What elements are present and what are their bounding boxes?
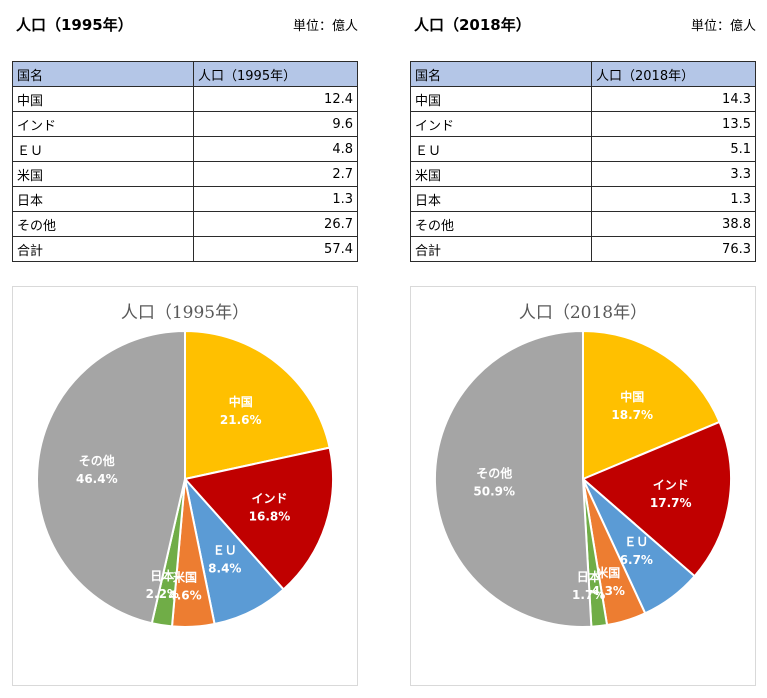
table-row: 合計 57.4 [12,236,358,262]
unit-label: 単位：億人 [690,19,756,34]
value-cell: 9.6 [193,111,358,137]
pie-slice-china [582,329,721,481]
chart-title: 人口（2018年） [519,303,647,323]
country-cell: 合計 [12,236,194,262]
value-cell: 4.8 [193,136,358,162]
data-label-category: インド [653,478,689,492]
country-cell: 米国 [12,161,194,187]
table-row: その他 38.8 [410,211,756,237]
data-label-percent: 1.7% [572,588,605,602]
data-label-percent: 46.4% [76,472,118,486]
table-row: 米国 3.3 [410,161,756,187]
country-cell: 米国 [410,161,592,187]
value-cell: 26.7 [193,211,358,237]
value-cell: 76.3 [591,236,756,262]
section-header: 人口（2018年） 単位：億人 [410,14,756,34]
data-label-category: ＥＵ [213,543,237,557]
population-table-1995: 国名 人口（1995年） 中国 12.4 インド 9.6 ＥＵ 4.8 米国 2.7 日… [12,61,358,262]
data-label-category: 米国 [173,569,197,584]
data-label-percent: 17.7% [650,496,692,510]
unit-label: 単位：億人 [292,19,358,34]
column-header-population: 人口（2018年） [591,61,756,87]
section-title: 人口（1995年） [16,16,133,34]
data-label-percent: 21.6% [220,413,262,427]
chart-title: 人口（1995年） [121,303,249,323]
data-label-category: 日本 [577,569,601,584]
value-cell: 5.1 [591,136,756,162]
country-cell: 合計 [410,236,592,262]
country-cell: インド [12,111,194,137]
table-row: その他 26.7 [12,211,358,237]
country-cell: その他 [12,211,194,237]
value-cell: 13.5 [591,111,756,137]
table-row: 日本 1.3 [410,186,756,212]
data-label-category: 米国 [596,565,620,580]
value-cell: 2.7 [193,161,358,187]
value-cell: 38.8 [591,211,756,237]
country-cell: ＥＵ [410,136,592,162]
data-label-percent: 4.6% [168,588,201,602]
value-cell: 1.3 [591,186,756,212]
country-cell: インド [410,111,592,137]
table-row: 中国 14.3 [410,86,756,112]
column-header-country: 国名 [410,61,592,87]
country-cell: 中国 [12,86,194,112]
pie-chart-svg: 人口（1995年） 中国 21.6% インド 16.8% ＥＵ 8.4% 米国 4.6% 日本 2… [36,303,334,628]
value-cell: 57.4 [193,236,358,262]
data-label-percent: 2.2% [146,587,179,601]
value-cell: 14.3 [591,86,756,112]
table-row: インド 13.5 [410,111,756,137]
table-row: ＥＵ 4.8 [12,136,358,162]
pie-slice-china [184,329,331,481]
data-label-percent: 4.3% [592,584,625,598]
column-header-population: 人口（1995年） [193,61,358,87]
data-label-percent: 18.7% [611,408,653,422]
pie-chart-svg: 人口（2018年） 中国 18.7% インド 17.7% ＥＵ 6.7%米国 4.3%日本 1… [433,303,733,628]
country-cell: 日本 [410,186,592,212]
data-label-percent: 8.4% [208,561,241,575]
data-label-percent: 50.9% [473,485,515,499]
section-header: 人口（1995年） 単位：億人 [12,14,358,34]
pie-slice-other [433,329,593,628]
data-label-percent: 6.7% [620,553,653,567]
population-table-2018: 国名 人口（2018年） 中国 14.3 インド 13.5 ＥＵ 5.1 米国 3.3 … [410,61,756,262]
data-label-percent: 16.8% [249,509,291,523]
data-label-category: その他 [476,466,512,481]
value-cell: 3.3 [591,161,756,187]
table-row: インド 9.6 [12,111,358,137]
table-header-row: 国名 人口（1995年） [12,61,358,87]
pie-slice-india [581,420,733,578]
country-cell: ＥＵ [12,136,194,162]
table-row: 日本 1.3 [12,186,358,212]
value-cell: 12.4 [193,86,358,112]
pie-chart-1995: 人口（1995年） 中国 21.6% インド 16.8% ＥＵ 8.4% 米国 4.6% 日本 2… [12,286,358,686]
pie-slice-other [36,329,186,625]
table-row: ＥＵ 5.1 [410,136,756,162]
data-label-category: 中国 [620,389,644,404]
table-row: 合計 76.3 [410,236,756,262]
data-label-category: その他 [79,453,115,468]
country-cell: 中国 [410,86,592,112]
value-cell: 1.3 [193,186,358,212]
table-header-row: 国名 人口（2018年） [410,61,756,87]
pie-slice-india [183,446,334,591]
section-title: 人口（2018年） [414,16,531,34]
table-row: 中国 12.4 [12,86,358,112]
column-header-country: 国名 [12,61,194,87]
data-label-category: ＥＵ [624,535,648,549]
table-row: 米国 2.7 [12,161,358,187]
data-label-category: 中国 [229,394,253,409]
pie-chart-2018: 人口（2018年） 中国 18.7% インド 17.7% ＥＵ 6.7% 米国 4.3% 日本 1… [410,286,756,686]
country-cell: その他 [410,211,592,237]
data-label-category: インド [251,491,287,505]
data-label-category: 日本 [150,568,174,583]
country-cell: 日本 [12,186,194,212]
